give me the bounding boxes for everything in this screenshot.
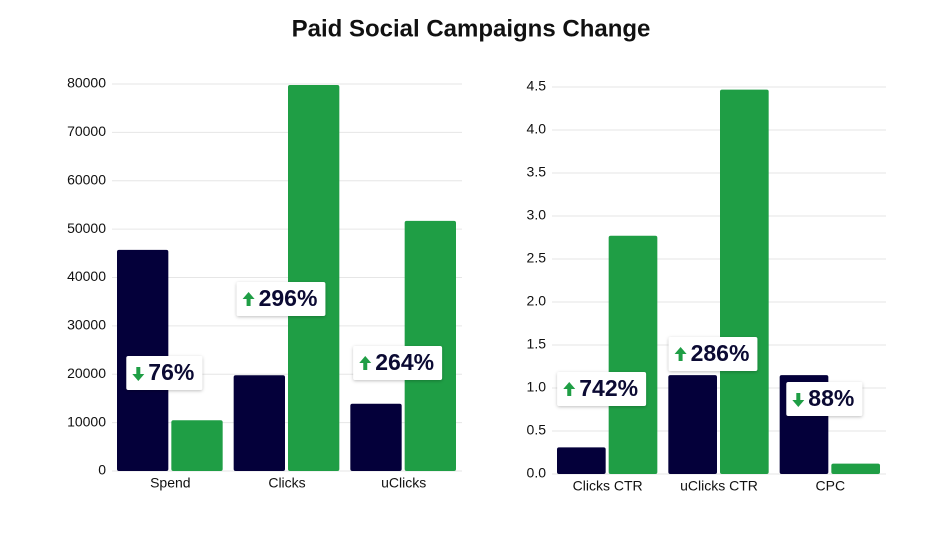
bar — [720, 89, 769, 474]
y-tick-label: 20000 — [67, 365, 106, 381]
change-badge: 88% — [786, 382, 863, 416]
y-tick-label: 0 — [98, 462, 106, 478]
bar — [831, 463, 880, 474]
x-tick-label: Clicks CTR — [573, 478, 643, 494]
y-tick-label: 80000 — [67, 75, 106, 91]
bar — [171, 420, 223, 471]
bar — [350, 403, 402, 471]
badge-text: 742% — [579, 375, 638, 401]
y-tick-label: 50000 — [67, 220, 106, 236]
y-tick-label: 0.5 — [527, 422, 547, 438]
y-tick-label: 1.0 — [527, 379, 547, 395]
y-tick-label: 70000 — [67, 123, 106, 139]
x-tick-label: CPC — [816, 478, 846, 494]
x-tick-label: Clicks — [268, 475, 305, 491]
arrow-down — [792, 393, 805, 407]
bar — [668, 375, 717, 474]
badge-box — [126, 356, 203, 390]
x-tick-label: uClicks — [381, 475, 426, 491]
change-badge: 264% — [353, 346, 443, 380]
badge-box — [668, 337, 758, 371]
badge-box — [557, 372, 647, 406]
badge-box — [353, 346, 443, 380]
y-tick-label: 3.0 — [527, 207, 547, 223]
change-badge: 742% — [557, 372, 647, 406]
arrow-up — [563, 382, 576, 396]
change-badge: 286% — [668, 337, 758, 371]
x-tick-label: uClicks CTR — [680, 478, 758, 494]
y-tick-label: 60000 — [67, 171, 106, 187]
badge-text: 88% — [808, 385, 854, 411]
chart-title: Paid Social Campaigns Change — [292, 15, 651, 42]
bar — [557, 447, 606, 474]
y-tick-label: 40000 — [67, 268, 106, 284]
badge-text: 264% — [375, 349, 434, 375]
y-tick-label: 30000 — [67, 317, 106, 333]
y-tick-label: 1.5 — [527, 336, 547, 352]
x-tick-label: Spend — [150, 475, 190, 491]
bar — [404, 220, 456, 471]
bar — [233, 375, 285, 471]
arrow-down — [132, 367, 145, 381]
arrow-up — [674, 347, 687, 361]
badge-text: 296% — [259, 285, 318, 311]
badge-text: 286% — [691, 340, 750, 366]
y-tick-label: 2.0 — [527, 293, 547, 309]
arrow-up — [359, 356, 372, 370]
y-tick-label: 0.0 — [527, 465, 547, 481]
change-badge: 76% — [126, 356, 203, 390]
badge-box — [786, 382, 863, 416]
bar — [288, 84, 340, 471]
badge-text: 76% — [148, 359, 194, 385]
arrow-up — [242, 292, 255, 306]
bar — [608, 235, 658, 474]
y-tick-label: 3.5 — [527, 164, 547, 180]
y-tick-label: 4.5 — [527, 78, 547, 94]
y-tick-label: 2.5 — [527, 250, 547, 266]
badge-box — [236, 282, 326, 316]
y-tick-label: 10000 — [67, 413, 106, 429]
y-tick-label: 4.0 — [527, 121, 547, 137]
change-badge: 296% — [236, 282, 326, 316]
